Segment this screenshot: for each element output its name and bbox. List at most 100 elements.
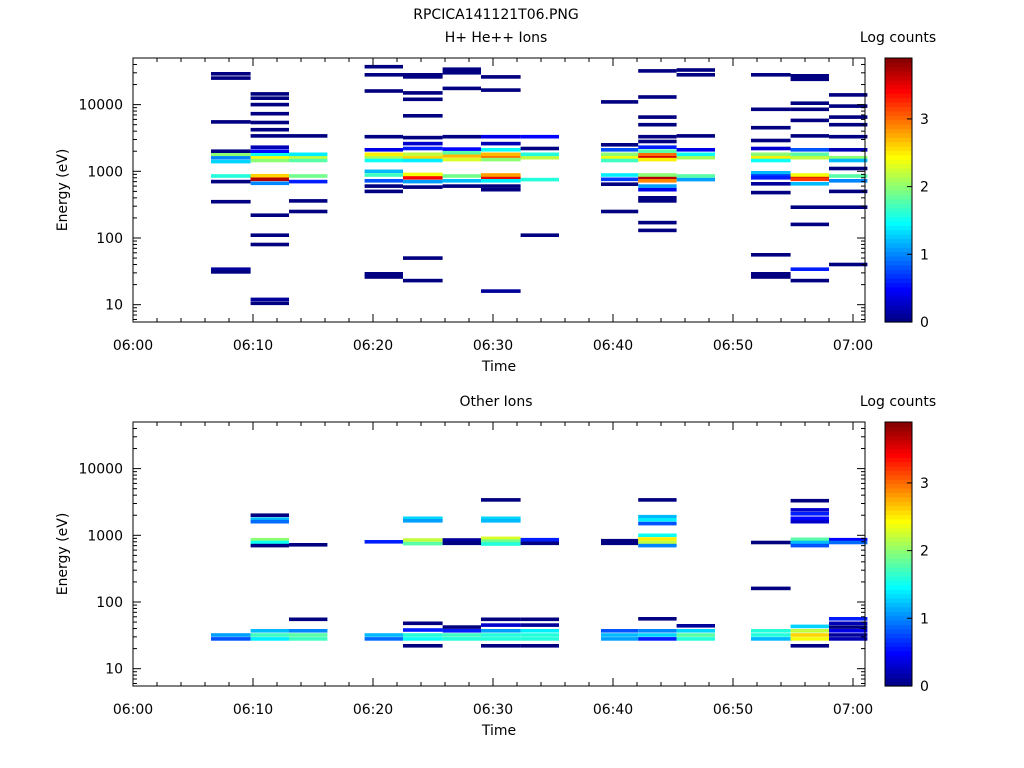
- panel-other-ions: Other Ions Log counts 06:00 06:10 06:20 06:30…: [55, 394, 936, 739]
- colorbar-tick-label: 3: [920, 476, 929, 492]
- spectrogram-cell: [442, 134, 481, 139]
- y-tick-label: 100: [96, 231, 123, 247]
- spectrogram-cell: [289, 134, 328, 138]
- colorbar-segment: [885, 659, 912, 665]
- colorbar-segment: [885, 88, 912, 94]
- spectrogram-cell: [520, 152, 559, 157]
- colorbar-segment: [885, 527, 912, 533]
- colorbar-segment: [885, 176, 912, 182]
- spectrogram-cell: [676, 155, 715, 160]
- figure-title: RPCICA141121T06.PNG: [413, 7, 578, 23]
- spectrogram-cell: [481, 184, 521, 188]
- spectrogram-cell: [250, 92, 289, 96]
- spectrogram-cell: [638, 122, 677, 127]
- colorbar-segment: [885, 150, 912, 156]
- spectrogram-cell: [638, 69, 677, 73]
- spectrogram-cell: [520, 629, 559, 633]
- colorbar-segment: [885, 606, 912, 612]
- spectrogram-cell: [676, 148, 715, 152]
- spectrogram-cell: [829, 122, 868, 127]
- spectrogram-cell: [289, 199, 328, 203]
- spectrogram-cell: [250, 120, 289, 125]
- spectrogram-cell: [211, 120, 251, 124]
- colorbar-segment: [885, 510, 912, 515]
- spectrogram-cell: [442, 157, 481, 162]
- colorbar-segment: [885, 273, 912, 279]
- spectrogram-cell: [211, 76, 251, 80]
- spectrogram-cell: [676, 633, 715, 637]
- spectrogram-cell: [481, 539, 521, 543]
- colorbar-segment: [885, 251, 912, 257]
- colorbar-tick-label: 1: [920, 611, 929, 627]
- spectrogram-cell: [520, 617, 559, 622]
- spectrogram-cell: [364, 158, 403, 163]
- colorbar-segment: [885, 536, 912, 542]
- spectrogram-cell: [250, 149, 289, 153]
- colorbar-segment: [885, 269, 912, 275]
- spectrogram-cell: [790, 173, 829, 177]
- colorbar-segment: [885, 492, 912, 498]
- x-tick-label: 06:00: [113, 338, 153, 354]
- spectrogram-cell: [790, 182, 829, 186]
- spectrogram-cell: [403, 628, 443, 632]
- colorbar-segment: [885, 172, 912, 178]
- y-tick-label: 10000: [78, 98, 123, 114]
- colorbar-segment: [885, 317, 912, 323]
- spectrogram-cell: [751, 272, 791, 276]
- spectrogram-cell: [829, 621, 868, 626]
- colorbar-segment: [885, 198, 912, 204]
- colorbar-segment: [885, 282, 912, 288]
- colorbar-segment: [885, 514, 912, 520]
- spectrogram-cell: [676, 134, 715, 138]
- colorbar-segment: [885, 624, 912, 630]
- spectrogram-cell: [790, 177, 829, 182]
- colorbar-title: Log counts: [860, 394, 936, 410]
- spectrogram-cell: [403, 256, 443, 260]
- spectrogram-cell: [403, 644, 443, 648]
- spectrogram-cell: [638, 196, 677, 200]
- colorbar-segment: [885, 229, 912, 235]
- spectrogram-cell: [829, 637, 868, 641]
- spectrogram-cell: [829, 633, 868, 637]
- spectrogram-cell: [442, 71, 481, 75]
- spectrogram-cell: [289, 637, 328, 641]
- spectrogram-cell: [403, 141, 443, 146]
- spectrogram-cell: [289, 543, 328, 547]
- spectrogram-cell: [403, 176, 443, 180]
- spectrogram-cell: [250, 637, 289, 641]
- spectrogram-cell: [829, 625, 868, 629]
- spectrogram-cell: [289, 209, 328, 214]
- spectrogram-cell: [481, 498, 521, 502]
- spectrogram-cell: [442, 541, 481, 546]
- spectrogram-cell: [790, 74, 829, 78]
- spectrogram-cell: [790, 152, 829, 157]
- colorbar-segment: [885, 461, 912, 467]
- spectrogram-cell: [211, 199, 251, 204]
- colorbar-segment: [885, 128, 912, 134]
- colorbar-segment: [885, 66, 912, 72]
- spectrogram-cell: [481, 152, 521, 157]
- spectrogram-cell: [250, 213, 289, 217]
- spectrogram-cell: [638, 139, 677, 144]
- spectrogram-cell: [481, 141, 521, 146]
- spectrogram-cell: [751, 158, 791, 163]
- spectrogram-cell: [790, 267, 829, 271]
- colorbar-segment: [885, 558, 912, 564]
- spectrogram-cell: [481, 155, 521, 159]
- spectrogram-cell: [403, 135, 443, 140]
- spectrogram-cell: [403, 633, 443, 637]
- spectrogram-cell: [364, 275, 403, 279]
- spectrogram-cell: [601, 637, 639, 641]
- spectrogram-cell: [250, 152, 289, 157]
- x-tick-label: 06:00: [113, 702, 153, 718]
- spectrogram-cell: [520, 134, 559, 139]
- spectrogram-cell: [601, 148, 639, 152]
- spectrogram-cell: [250, 181, 289, 186]
- colorbar-tick-label: 2: [920, 180, 929, 196]
- spectrogram-cell: [364, 169, 403, 174]
- colorbar-segment: [885, 466, 912, 471]
- colorbar-segment: [885, 637, 912, 643]
- spectrogram-cell: [829, 262, 868, 267]
- colorbar-segment: [885, 295, 912, 301]
- spectrogram-cell: [790, 519, 829, 524]
